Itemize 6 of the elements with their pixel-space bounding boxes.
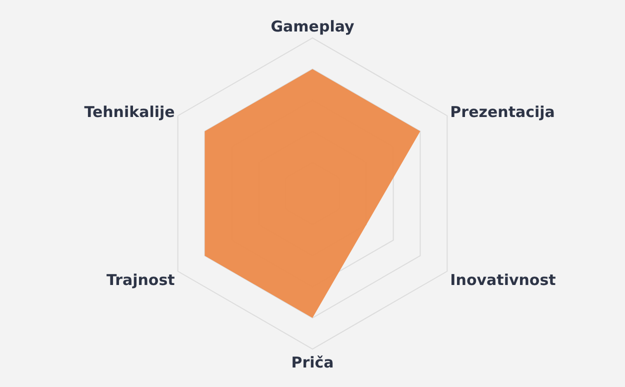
spoke-label: Priča xyxy=(291,354,334,372)
spoke-label: Prezentacija xyxy=(450,103,555,122)
spoke-label: Gameplay xyxy=(270,18,354,36)
spoke-label: Tehnikalije xyxy=(84,103,175,122)
spoke-label: Inovativnost xyxy=(450,271,556,290)
spoke-label: Trajnost xyxy=(106,271,175,290)
